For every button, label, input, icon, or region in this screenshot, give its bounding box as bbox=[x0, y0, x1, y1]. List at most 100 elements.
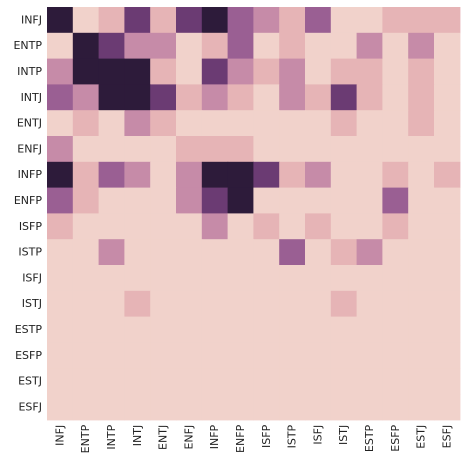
heatmap-cell-entp-estj bbox=[408, 33, 434, 59]
heatmap-cell-infj-infj bbox=[47, 7, 73, 33]
heatmap-cell-infp-istj bbox=[331, 162, 357, 188]
heatmap-cell-esfj-entp bbox=[73, 394, 99, 420]
heatmap-cell-infj-istj bbox=[331, 7, 357, 33]
heatmap-cell-enfp-isfj bbox=[305, 188, 331, 214]
heatmap-cell-entp-intj bbox=[124, 33, 150, 59]
y-tick-labels: INFJ ENTP INTP INTJ ENTJ ENFJ INFP ENFP ISFP ISTP… bbox=[13, 13, 42, 413]
heatmap-cell-estp-estp bbox=[357, 317, 383, 343]
heatmap-cell-entp-entp bbox=[73, 33, 99, 59]
heatmap-cell-entj-isfp bbox=[253, 110, 279, 136]
heatmap-cell-isfp-intp bbox=[99, 213, 125, 239]
heatmap-cell-istj-infj bbox=[47, 291, 73, 317]
heatmap-cell-enfj-istj bbox=[331, 136, 357, 162]
heatmap-cell-esfp-esfj bbox=[434, 342, 460, 368]
heatmap-cell-infp-estj bbox=[408, 162, 434, 188]
heatmap-cell-enfj-infp bbox=[202, 136, 228, 162]
heatmap-cell-isfj-infp bbox=[202, 265, 228, 291]
heatmap-cell-istp-isfj bbox=[305, 239, 331, 265]
heatmap-cell-estj-intp bbox=[99, 368, 125, 394]
heatmap-cell-esfp-estj bbox=[408, 342, 434, 368]
heatmap-cell-istp-estp bbox=[357, 239, 383, 265]
heatmap-cell-intp-estp bbox=[357, 59, 383, 85]
heatmap-cell-estj-entj bbox=[150, 368, 176, 394]
heatmap-cell-entj-intj bbox=[124, 110, 150, 136]
heatmap-cell-entp-esfp bbox=[382, 33, 408, 59]
heatmap-cell-infj-estp bbox=[357, 7, 383, 33]
heatmap-cell-istp-entp bbox=[73, 239, 99, 265]
heatmap-cell-isfj-intp bbox=[99, 265, 125, 291]
heatmap-cell-isfp-entj bbox=[150, 213, 176, 239]
heatmap-cell-esfp-infj bbox=[47, 342, 73, 368]
heatmap-cell-esfj-esfj bbox=[434, 394, 460, 420]
heatmap-cell-intp-estj bbox=[408, 59, 434, 85]
heatmap-cell-infp-esfp bbox=[382, 162, 408, 188]
heatmap-cell-istj-enfp bbox=[228, 291, 254, 317]
heatmap-cell-enfp-infj bbox=[47, 188, 73, 214]
heatmap-cell-estj-infp bbox=[202, 368, 228, 394]
heatmap-cell-intj-istp bbox=[279, 84, 305, 110]
heatmap-cell-enfp-entj bbox=[150, 188, 176, 214]
heatmap-cell-esfj-istp bbox=[279, 394, 305, 420]
x-tick-label: ESFP bbox=[389, 424, 402, 451]
heatmap-cell-entp-infj bbox=[47, 33, 73, 59]
heatmap-cell-infp-intp bbox=[99, 162, 125, 188]
heatmap-cell-intp-intp bbox=[99, 59, 125, 85]
heatmap-cell-esfp-isfj bbox=[305, 342, 331, 368]
heatmap-cell-isfj-entj bbox=[150, 265, 176, 291]
heatmap-cell-entj-enfp bbox=[228, 110, 254, 136]
heatmap-cell-enfp-enfp bbox=[228, 188, 254, 214]
heatmap-cell-enfp-istj bbox=[331, 188, 357, 214]
x-tick-label: ENFP bbox=[234, 424, 247, 453]
heatmap-cell-intp-istj bbox=[331, 59, 357, 85]
heatmap-cell-isfj-infj bbox=[47, 265, 73, 291]
heatmap-cell-enfj-esfj bbox=[434, 136, 460, 162]
heatmap-cell-enfp-esfp bbox=[382, 188, 408, 214]
heatmap-cell-isfj-entp bbox=[73, 265, 99, 291]
heatmap-cell-entj-estj bbox=[408, 110, 434, 136]
heatmap-cell-intp-enfp bbox=[228, 59, 254, 85]
x-tick-label: ISTJ bbox=[337, 425, 350, 445]
heatmap-cell-isfj-enfp bbox=[228, 265, 254, 291]
heatmap-cell-estj-enfj bbox=[176, 368, 202, 394]
heatmap-cell-estp-enfj bbox=[176, 317, 202, 343]
heatmap-cell-esfp-estp bbox=[357, 342, 383, 368]
heatmap-cell-enfp-entp bbox=[73, 188, 99, 214]
heatmap-cell-infj-estj bbox=[408, 7, 434, 33]
heatmap-cell-estj-esfj bbox=[434, 368, 460, 394]
heatmap-cell-estj-intj bbox=[124, 368, 150, 394]
heatmap-cell-enfp-esfj bbox=[434, 188, 460, 214]
heatmap-cell-entp-isfj bbox=[305, 33, 331, 59]
heatmap-cell-isfj-istp bbox=[279, 265, 305, 291]
y-tick-label: ISFP bbox=[19, 220, 43, 233]
heatmap-cell-isfj-enfj bbox=[176, 265, 202, 291]
heatmap-cell-enfj-entj bbox=[150, 136, 176, 162]
heatmap-cell-esfj-enfj bbox=[176, 394, 202, 420]
heatmap-cell-istp-isfp bbox=[253, 239, 279, 265]
heatmap-cell-entj-enfj bbox=[176, 110, 202, 136]
heatmap-cell-enfj-entp bbox=[73, 136, 99, 162]
heatmap-cell-infp-esfj bbox=[434, 162, 460, 188]
x-tick-label: ESTJ bbox=[415, 425, 428, 449]
y-tick-label: INTJ bbox=[21, 91, 42, 104]
heatmap-cell-istj-intp bbox=[99, 291, 125, 317]
heatmap-cell-intj-estj bbox=[408, 84, 434, 110]
y-tick-label: ISTP bbox=[18, 246, 42, 259]
heatmap-cell-intj-intj bbox=[124, 84, 150, 110]
heatmap-cell-enfj-estj bbox=[408, 136, 434, 162]
heatmap-cell-enfp-isfp bbox=[253, 188, 279, 214]
heatmap-cell-entj-intp bbox=[99, 110, 125, 136]
heatmap-cell-estp-istp bbox=[279, 317, 305, 343]
x-tick-label: INTP bbox=[105, 424, 118, 449]
heatmap-cell-intj-entp bbox=[73, 84, 99, 110]
heatmap-cell-esfj-intp bbox=[99, 394, 125, 420]
heatmap-cell-estp-esfj bbox=[434, 317, 460, 343]
heatmap-cell-estp-infp bbox=[202, 317, 228, 343]
heatmap-cell-estj-estj bbox=[408, 368, 434, 394]
heatmap-cell-esfp-intp bbox=[99, 342, 125, 368]
heatmap-cell-infj-isfj bbox=[305, 7, 331, 33]
heatmap-cell-istj-entj bbox=[150, 291, 176, 317]
heatmap-cell-entp-intp bbox=[99, 33, 125, 59]
heatmap-cell-infp-infj bbox=[47, 162, 73, 188]
